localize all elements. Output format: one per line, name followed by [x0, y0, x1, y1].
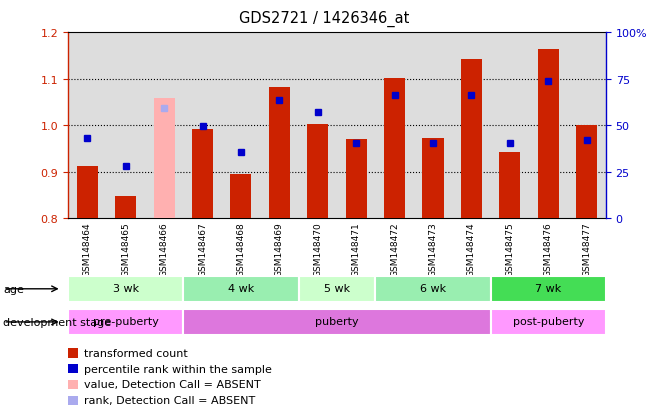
Text: development stage: development stage	[3, 317, 111, 327]
Bar	[76, 167, 98, 219]
Text: GDS2721 / 1426346_at: GDS2721 / 1426346_at	[239, 10, 409, 26]
Bar	[538, 50, 559, 219]
Bar	[499, 152, 520, 219]
Text: 3 wk: 3 wk	[113, 284, 139, 294]
Bar	[461, 59, 482, 219]
Text: 6 wk: 6 wk	[420, 284, 446, 294]
Text: post-puberty: post-puberty	[513, 317, 584, 327]
Bar	[68, 309, 183, 335]
Bar	[183, 276, 299, 302]
Bar	[384, 79, 405, 219]
Bar	[230, 175, 251, 219]
Bar	[299, 276, 375, 302]
Bar	[307, 125, 329, 219]
Text: 4 wk: 4 wk	[228, 284, 254, 294]
Text: pre-puberty: pre-puberty	[93, 317, 159, 327]
Text: percentile rank within the sample: percentile rank within the sample	[84, 364, 272, 374]
Text: transformed count: transformed count	[84, 348, 187, 358]
Text: 7 wk: 7 wk	[535, 284, 561, 294]
Bar	[183, 309, 491, 335]
Bar	[491, 276, 606, 302]
Bar	[68, 276, 183, 302]
Bar	[345, 140, 367, 219]
Text: puberty: puberty	[315, 317, 359, 327]
Text: value, Detection Call = ABSENT: value, Detection Call = ABSENT	[84, 380, 260, 389]
Bar	[269, 88, 290, 219]
Bar	[192, 129, 213, 219]
Text: age: age	[3, 284, 24, 294]
Bar	[576, 126, 597, 219]
Text: 5 wk: 5 wk	[324, 284, 350, 294]
Bar	[115, 197, 136, 219]
Bar	[491, 309, 606, 335]
Bar	[422, 139, 444, 219]
Bar	[375, 276, 491, 302]
Text: rank, Detection Call = ABSENT: rank, Detection Call = ABSENT	[84, 395, 255, 405]
Bar	[154, 99, 175, 219]
